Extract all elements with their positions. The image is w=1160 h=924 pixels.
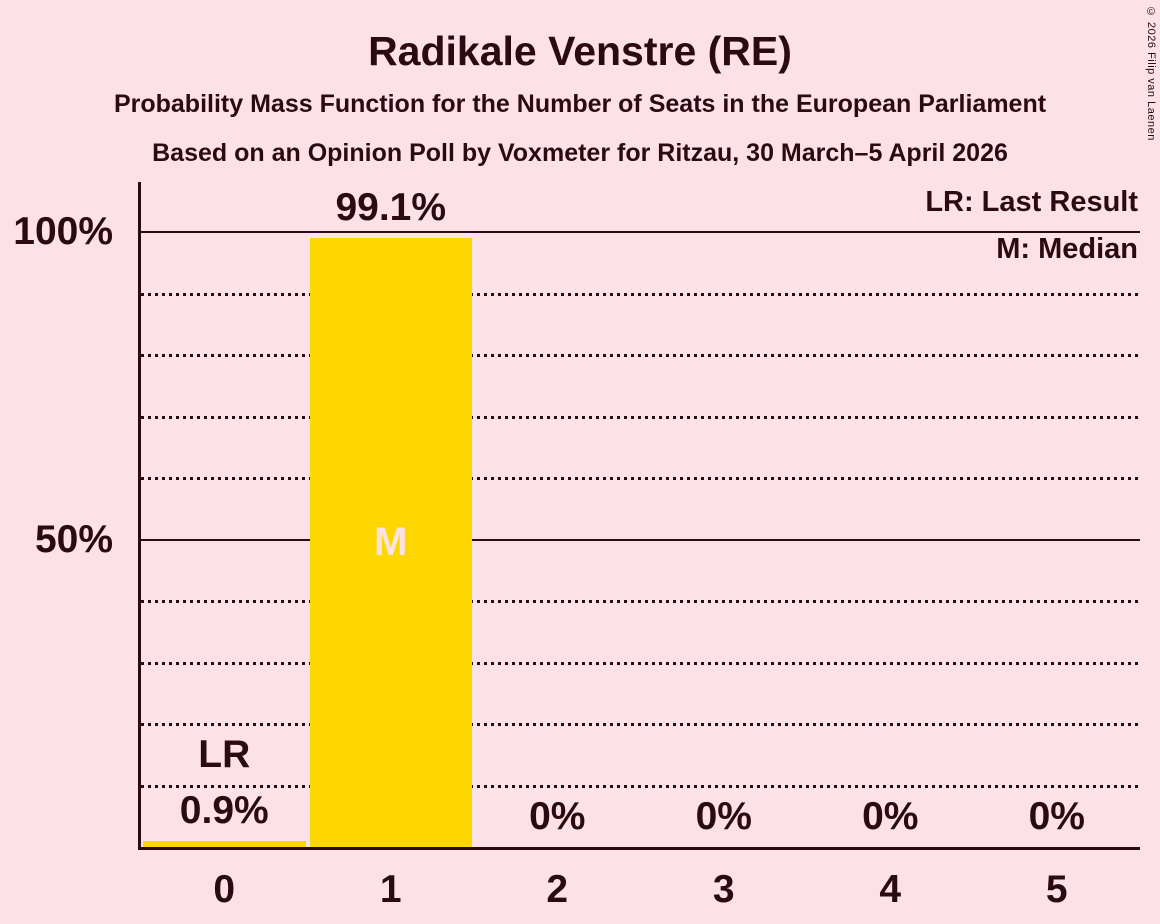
x-tick-label: 5 — [1045, 868, 1068, 911]
gridline-major — [141, 538, 1140, 541]
chart-subtitle: Probability Mass Function for the Number… — [113, 90, 1047, 118]
x-tick-label: 0 — [213, 868, 236, 911]
x-tick-label: 1 — [379, 868, 402, 911]
gridline-minor — [141, 354, 1140, 357]
bar-value-label: 0.9% — [179, 789, 269, 833]
bar-value-label: 0% — [529, 795, 586, 838]
bar-value-label: 99.1% — [335, 185, 447, 229]
x-tick-label: 4 — [879, 868, 902, 911]
legend-last-result: LR: Last Result — [925, 186, 1138, 218]
gridline-minor — [141, 723, 1140, 726]
copyright-note: © 2026 Filip van Laenen — [1145, 6, 1157, 141]
last-result-label: LR — [198, 733, 251, 777]
gridline-minor — [141, 661, 1140, 665]
chart-source-line: Based on an Opinion Poll by Voxmeter for… — [152, 139, 1008, 167]
bar-seat-0 — [143, 841, 306, 847]
bar-value-label: 0% — [695, 795, 752, 838]
gridline-major — [141, 231, 1140, 233]
bar-value-label: 0% — [862, 795, 919, 838]
x-tick-label: 2 — [546, 868, 569, 911]
gridline-minor — [141, 292, 1140, 296]
plot-area: 0.9% 0 99.1% 1 0% 2 0% 3 0% 4 0% 5 LR M — [138, 182, 1140, 911]
bar-value-label: 0% — [1028, 795, 1085, 838]
median-label: M — [374, 520, 408, 565]
page-title: Radikale Venstre (RE) — [368, 28, 792, 74]
gridline-minor — [141, 784, 1140, 788]
bar-seat-1 — [309, 237, 472, 847]
y-tick-label: 100% — [13, 210, 113, 253]
gridline-minor — [141, 600, 1140, 603]
legend-median: M: Median — [996, 233, 1138, 265]
gridline-minor — [141, 415, 1140, 419]
x-tick-label: 3 — [712, 868, 735, 911]
gridline-minor — [141, 477, 1140, 480]
y-tick-label: 50% — [34, 517, 113, 561]
